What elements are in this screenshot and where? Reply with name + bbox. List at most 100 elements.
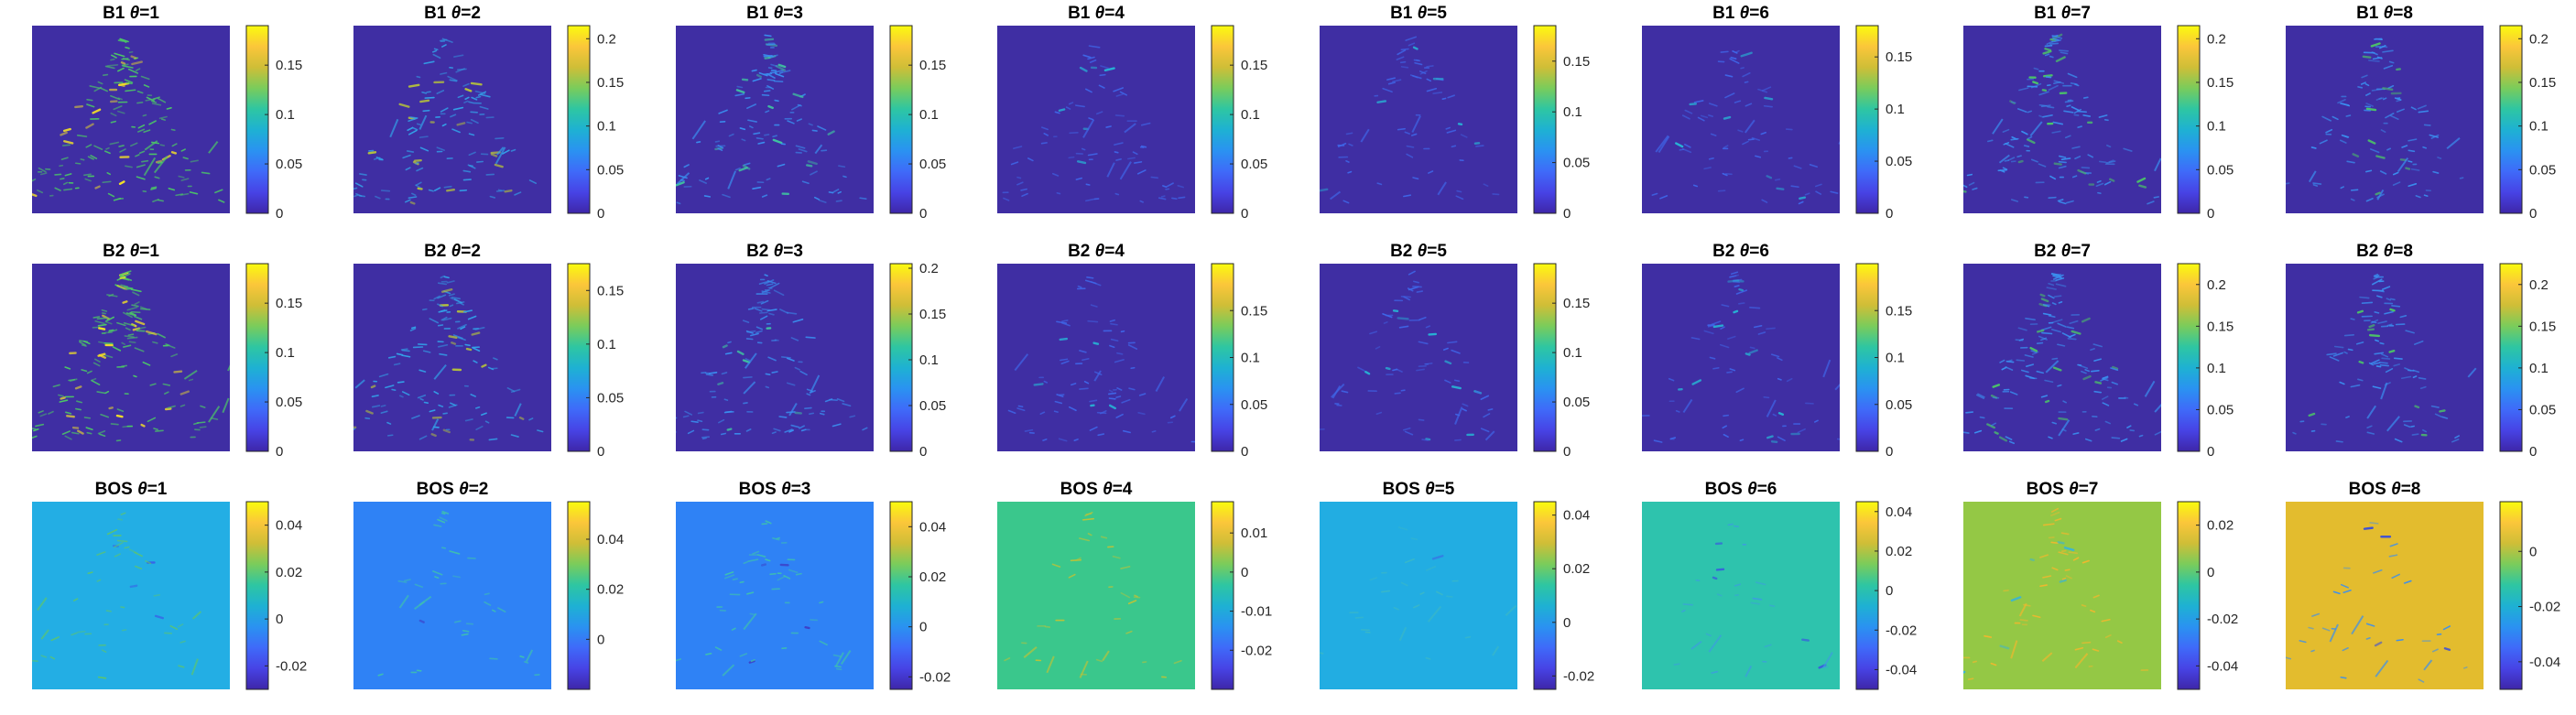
feature-stroke	[143, 84, 150, 88]
feature-stroke	[705, 653, 712, 655]
colorbar-gradient	[1211, 501, 1234, 690]
feature-stroke	[2371, 320, 2377, 324]
feature-stroke	[190, 159, 199, 163]
theta-value: =6	[1749, 4, 1769, 23]
colorbar-tick-label: 0.15	[1886, 49, 1912, 65]
feature-stroke	[138, 150, 146, 155]
feature-stroke	[2352, 153, 2360, 157]
theta-value: =1	[147, 480, 168, 499]
feature-stroke	[125, 165, 133, 168]
feature-stroke	[54, 187, 61, 191]
feature-stroke	[1081, 517, 1094, 521]
feature-stroke	[1342, 200, 1350, 204]
feature-stroke	[801, 180, 810, 185]
colorbar-gradient	[2177, 25, 2201, 214]
feature-stroke	[135, 154, 140, 157]
feature-stroke	[1684, 109, 1693, 114]
feature-stroke	[103, 341, 114, 345]
feature-stroke	[86, 370, 92, 374]
panel-b2-theta-4: B2 θ=400.050.10.15	[997, 242, 1267, 460]
feature-stroke	[2015, 339, 2024, 341]
feature-stroke	[2005, 360, 2015, 363]
feature-stroke	[763, 54, 773, 58]
feature-stroke	[2093, 390, 2103, 394]
feature-stroke	[718, 109, 728, 114]
feature-stroke	[1042, 439, 1048, 441]
feature-stroke	[1483, 183, 1489, 187]
feature-stroke	[2392, 181, 2401, 186]
colorbar-gradient	[245, 263, 269, 452]
feature-stroke	[2033, 67, 2039, 70]
feature-stroke	[1076, 160, 1087, 165]
feature-stroke	[2021, 130, 2028, 135]
edge-streak	[2154, 157, 2161, 172]
feature-stroke	[1068, 102, 1074, 105]
feature-stroke	[2374, 311, 2380, 314]
feature-stroke	[805, 336, 816, 339]
feature-stroke	[65, 411, 72, 415]
feature-stroke	[97, 323, 107, 327]
feature-stroke	[116, 284, 128, 290]
feature-stroke	[1804, 192, 1810, 196]
feature-stroke	[32, 659, 38, 662]
title-prefix: B1	[1712, 4, 1740, 23]
feature-stroke	[1814, 419, 1819, 423]
feature-stroke	[64, 173, 72, 177]
feature-stroke	[2434, 413, 2442, 417]
feature-stroke	[2049, 38, 2057, 42]
edge-streak	[143, 157, 157, 177]
feature-stroke	[2431, 648, 2439, 653]
feature-stroke	[364, 417, 371, 420]
feature-stroke	[150, 100, 158, 103]
feature-stroke	[459, 302, 464, 306]
feature-stroke	[832, 189, 840, 193]
feature-stroke	[1418, 317, 1427, 321]
feature-stroke	[1788, 157, 1793, 159]
feature-stroke	[2365, 637, 2371, 640]
feature-stroke	[2063, 110, 2074, 114]
feature-stroke	[2321, 627, 2331, 632]
colorbar-tick-label: 0.1	[597, 337, 616, 352]
colorbar-tick-label: 0.05	[2529, 162, 2556, 178]
feature-stroke	[1107, 392, 1117, 395]
panel-title: BOS θ=1	[95, 480, 168, 499]
edge-streak	[2045, 360, 2060, 374]
feature-stroke	[2060, 157, 2071, 161]
colorbar-tick-label: 0	[2207, 444, 2214, 460]
feature-stroke	[1416, 368, 1425, 372]
colorbar-gradient	[1533, 263, 1557, 452]
colorbar-tick-label: 0.2	[2207, 277, 2226, 293]
feature-stroke	[1115, 158, 1122, 161]
feature-stroke	[2422, 146, 2428, 149]
feature-stroke	[130, 288, 142, 293]
feature-stroke	[771, 371, 778, 374]
feature-stroke	[1426, 87, 1438, 92]
feature-stroke	[411, 192, 417, 197]
feature-stroke	[2408, 183, 2418, 188]
feature-stroke	[463, 100, 469, 103]
feature-stroke	[746, 103, 756, 109]
colorbar-tick-label: 0.15	[2529, 75, 2556, 91]
feature-stroke	[704, 177, 710, 180]
colorbar-tick-label: 0	[597, 206, 604, 222]
feature-stroke	[1965, 411, 1974, 414]
feature-stroke	[2077, 168, 2087, 175]
feature-stroke	[97, 676, 107, 679]
feature-stroke	[437, 303, 443, 308]
theta-value: =8	[2401, 480, 2421, 499]
feature-stroke	[1375, 346, 1381, 350]
feature-stroke	[2408, 160, 2413, 163]
colorbar-tick-label: -0.02	[2207, 612, 2238, 627]
feature-stroke	[1700, 114, 1709, 119]
colorbar-tick-label: 0.2	[2529, 31, 2549, 47]
feature-stroke	[38, 410, 44, 414]
feature-stroke	[1693, 100, 1704, 103]
feature-stroke	[201, 171, 211, 175]
feature-stroke	[2058, 301, 2063, 304]
colorbar-tick-label: -0.02	[919, 669, 951, 685]
feature-stroke	[2286, 182, 2290, 185]
feature-stroke	[422, 308, 428, 311]
feature-stroke	[2027, 110, 2033, 114]
